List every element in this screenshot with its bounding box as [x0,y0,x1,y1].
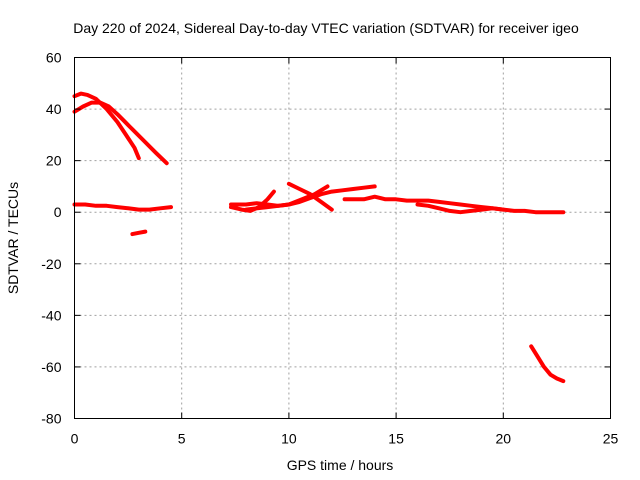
x-tick-label: 0 [71,431,79,447]
x-tick-label: 5 [178,431,186,447]
x-tick-label: 25 [603,431,619,447]
series-arc-1 [72,91,141,161]
y-tick-label: -40 [41,307,61,323]
y-tick-label: 0 [54,204,62,220]
series-arc-4 [130,229,148,237]
x-tick-label: 20 [496,431,512,447]
y-axis-ticks: 60 40 20 0 -20 -40 -60 -80 [41,50,611,427]
x-tick-label: 15 [388,431,404,447]
plot-frame [74,57,611,419]
series-arc-10 [415,202,506,215]
y-axis-label: SDTVAR / TECUs [5,182,21,294]
y-tick-label: 20 [46,153,62,169]
x-axis-ticks: 0 5 10 15 20 25 [71,57,619,447]
chart-title: Day 220 of 2024, Sidereal Day-to-day VTE… [73,20,579,36]
y-tick-label: -80 [41,411,61,427]
y-tick-label: -20 [41,256,61,272]
grid [74,57,611,419]
y-tick-label: 40 [46,101,62,117]
y-tick-label: -60 [41,359,61,375]
series-arc-11 [529,344,566,384]
x-axis-label: GPS time / hours [287,457,394,473]
series-arc-3 [72,202,173,212]
series-arc-2 [72,100,169,166]
data-series [72,91,566,384]
x-tick-label: 10 [281,431,297,447]
y-tick-label: 60 [46,50,62,66]
series-arc-8 [244,184,330,212]
series-arc-9 [342,194,566,215]
